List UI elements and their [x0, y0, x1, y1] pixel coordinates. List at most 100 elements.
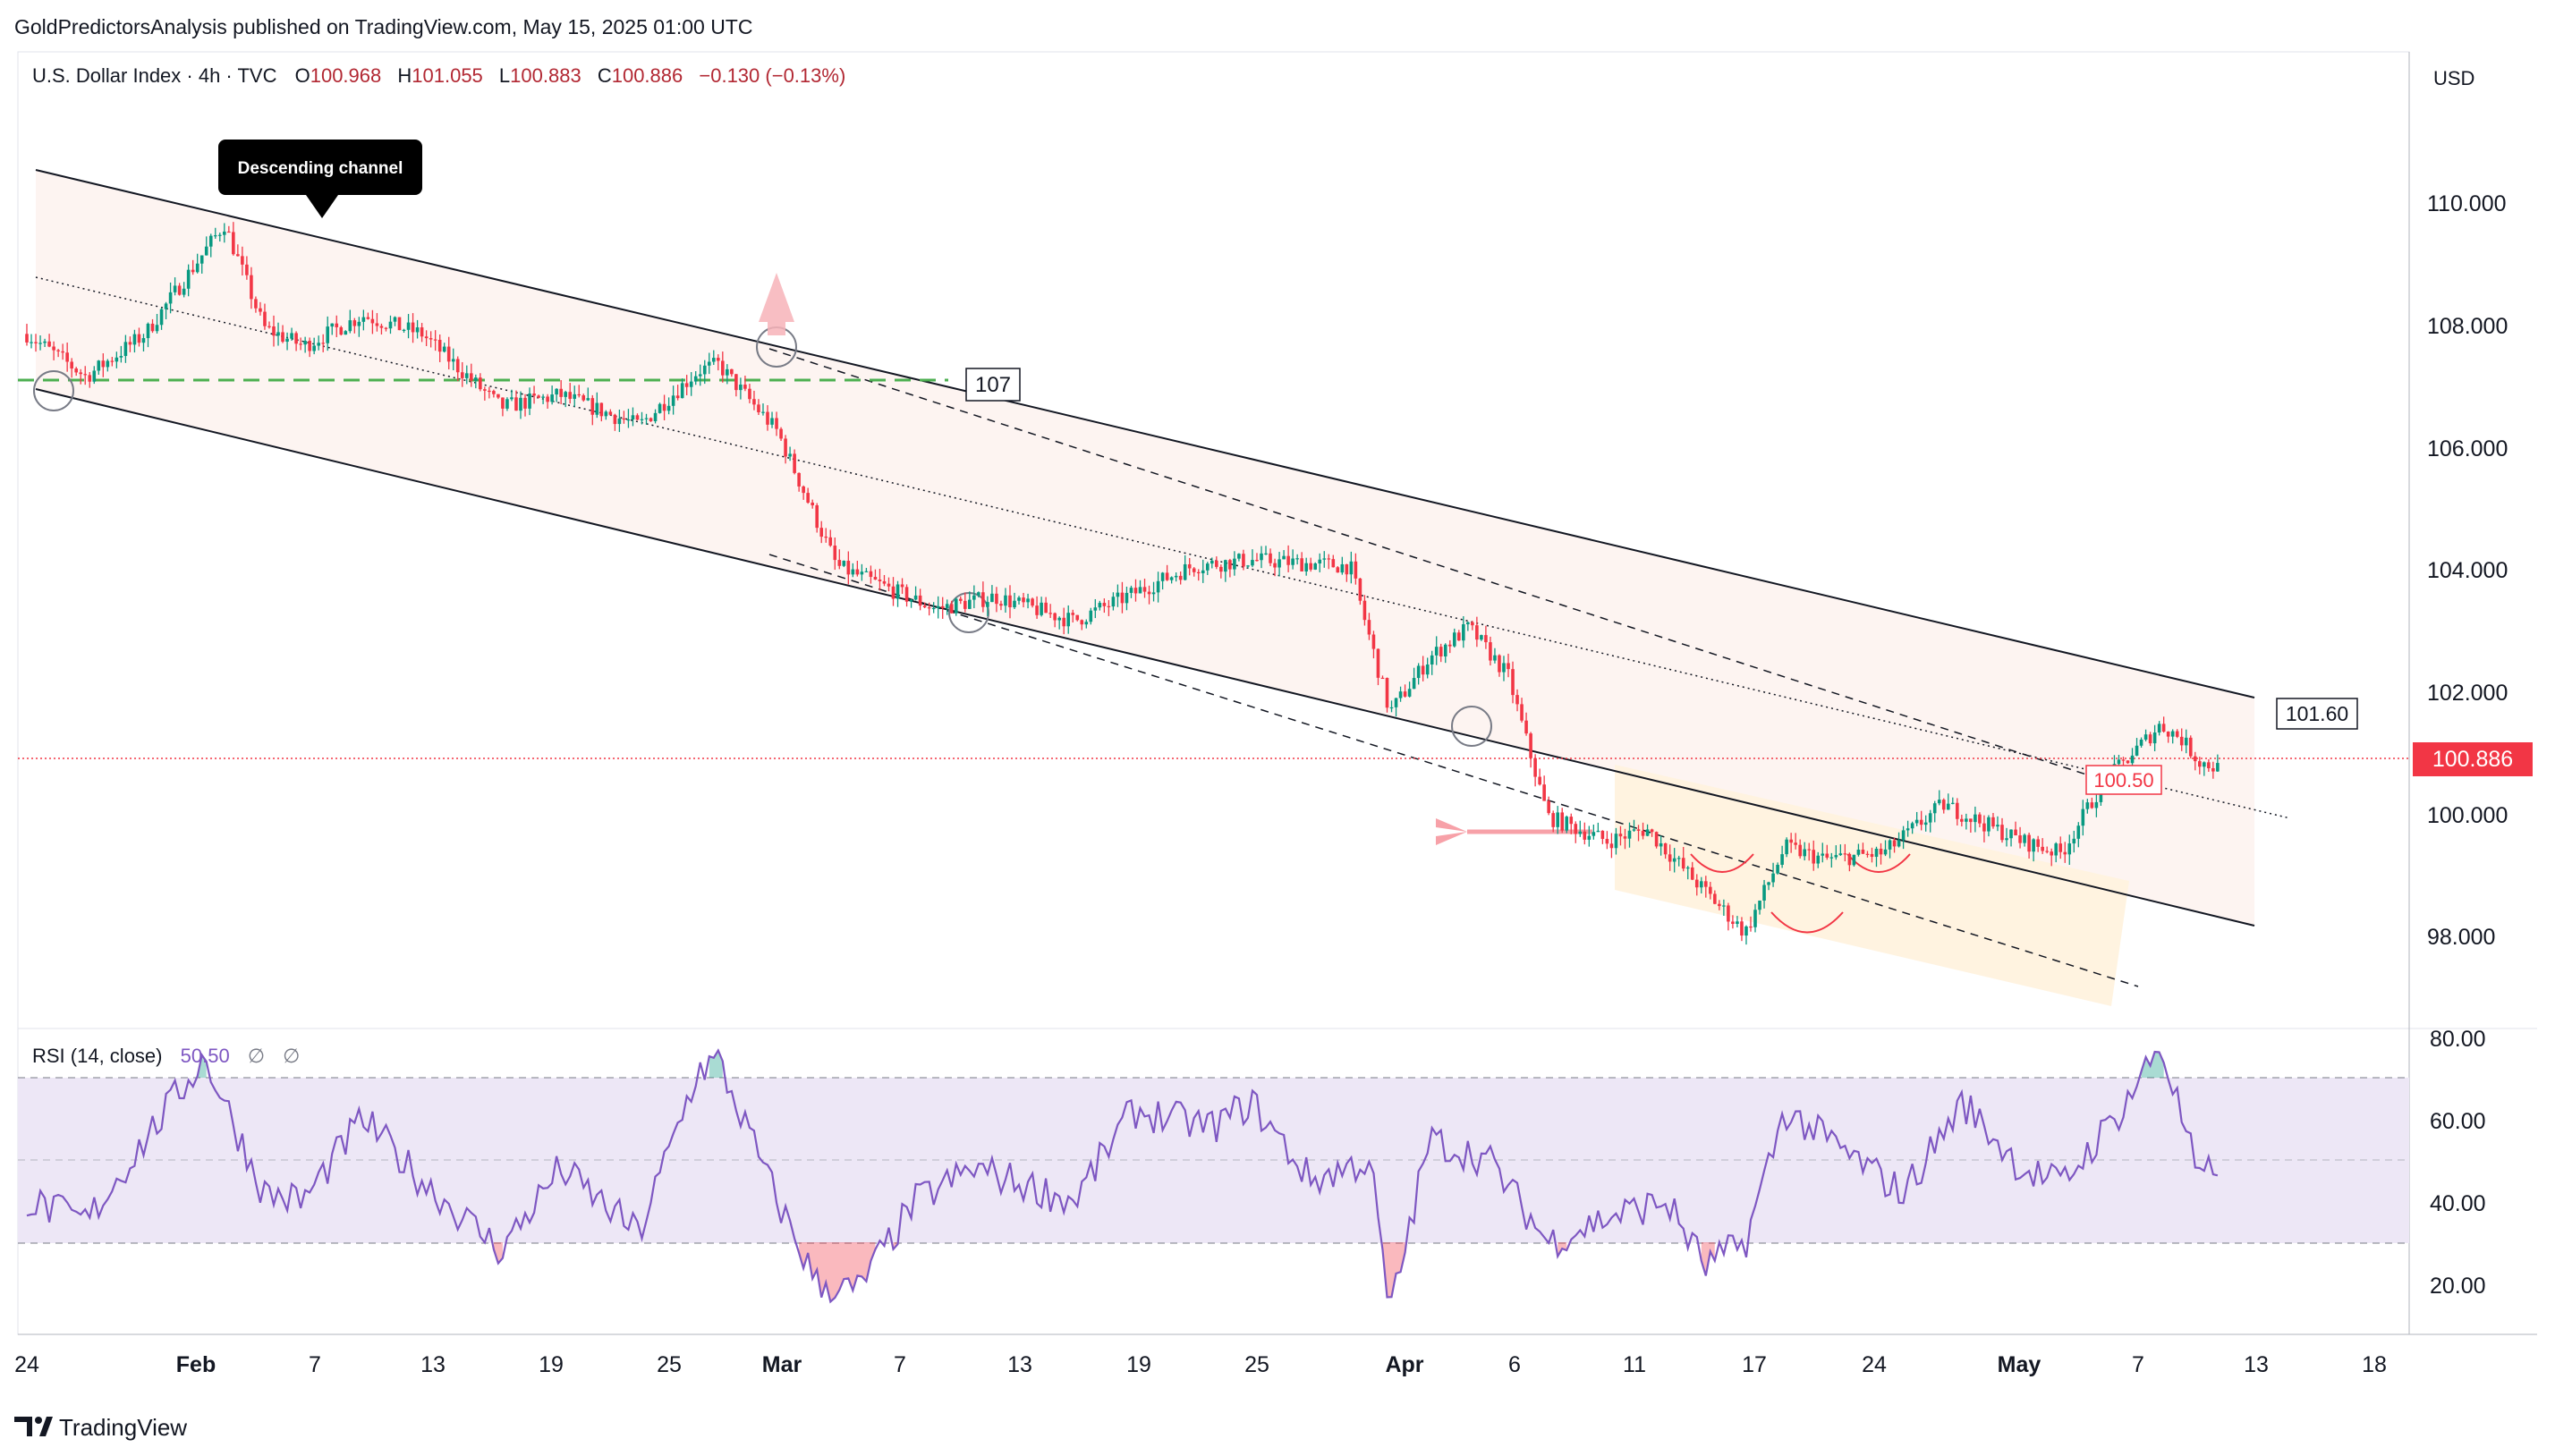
candle-body	[1865, 853, 1870, 855]
candle-body	[1318, 559, 1322, 564]
rsi-line	[26, 1048, 2219, 1304]
candle-body	[2041, 846, 2044, 851]
price-tick: 100.000	[2427, 803, 2508, 828]
rsi-axis[interactable]: 80.00 60.00 40.00 20.00	[2430, 1027, 2486, 1299]
candle-body	[2058, 843, 2063, 852]
candle-body	[1565, 817, 1569, 831]
candle-body	[1578, 831, 1583, 834]
candle-body	[1062, 617, 1065, 627]
candle-body	[1434, 647, 1439, 656]
candle-body	[833, 546, 837, 561]
candle-body	[65, 352, 69, 362]
candle-body	[1367, 620, 1371, 635]
candle-body	[1982, 823, 1986, 832]
candle-body	[770, 418, 774, 425]
candle-body	[1443, 644, 1447, 656]
candle-body	[1825, 853, 1829, 858]
rsi-tick: 20.00	[2430, 1274, 2486, 1299]
candle-body	[2009, 829, 2013, 839]
candle-body	[1816, 855, 1821, 864]
candle-body	[649, 418, 653, 421]
time-axis[interactable]: 24 Feb 7 13 19 25 Mar 7 13 19 25 Apr 6 1…	[14, 1352, 2387, 1377]
candle-body	[936, 605, 940, 608]
candle-body	[1502, 663, 1506, 673]
candle-body	[689, 381, 693, 387]
candle-body	[2198, 761, 2202, 767]
candle-body	[123, 342, 128, 357]
candle-body	[797, 472, 801, 487]
candle-body	[1187, 563, 1192, 569]
candle-body	[1663, 842, 1668, 855]
time-tick: May	[1998, 1352, 2041, 1377]
candle-body	[1398, 691, 1403, 698]
candle-body	[1233, 558, 1236, 570]
candle-body	[2067, 843, 2072, 855]
channel-upper-line	[35, 169, 2255, 698]
candle-body	[559, 388, 563, 397]
candle-body	[1951, 802, 1955, 804]
candle-body	[1713, 893, 1717, 904]
last-price-badge	[2413, 742, 2533, 776]
candle-body	[613, 414, 617, 425]
level-107-text: 107	[975, 373, 1011, 397]
candle-body	[2135, 745, 2139, 756]
candle-body	[61, 351, 64, 353]
candle-body	[1178, 575, 1183, 580]
candle-body	[411, 322, 415, 333]
candle-body	[370, 318, 375, 324]
candle-body	[1812, 850, 1816, 864]
candle-body	[1803, 849, 1806, 857]
candle-body	[793, 453, 796, 473]
candle-body	[294, 333, 298, 344]
candle-body	[1066, 613, 1071, 627]
candle-body	[1129, 588, 1133, 593]
candle-body	[927, 607, 931, 609]
candle-body	[259, 308, 262, 312]
candle-body	[217, 234, 222, 236]
candle-body	[1843, 853, 1847, 855]
candle-body	[1322, 558, 1327, 560]
rsi-label: RSI (14, close)	[32, 1045, 163, 1067]
channel-lower-line	[35, 388, 2255, 927]
time-tick: 17	[1742, 1352, 1767, 1377]
candle-body	[860, 571, 864, 575]
candle-body	[1210, 560, 1214, 564]
candle-body	[1636, 829, 1641, 831]
candle-body	[1255, 560, 1259, 562]
candle-body	[1138, 587, 1142, 594]
candle-body	[945, 604, 949, 608]
candle-body	[393, 317, 397, 322]
candle-body	[1403, 691, 1407, 697]
candle-body	[806, 493, 810, 503]
candle-body	[1349, 561, 1354, 575]
rsi-tick: 80.00	[2430, 1027, 2486, 1052]
candle-body	[1767, 882, 1770, 885]
candle-body	[97, 360, 101, 371]
candle-body	[2081, 808, 2085, 826]
candle-body	[1609, 843, 1614, 849]
candle-body	[1219, 566, 1223, 572]
rsi-extreme-fill	[1382, 1242, 1405, 1298]
candle-body	[1278, 559, 1281, 568]
candle-body	[1704, 881, 1708, 887]
candle-body	[631, 415, 635, 420]
candle-body	[1596, 830, 1600, 833]
candle-body	[1645, 829, 1650, 836]
candle-body	[455, 359, 460, 373]
callout-text: Descending channel	[238, 159, 403, 178]
time-tick: 18	[2362, 1352, 2387, 1377]
candle-body	[819, 528, 824, 538]
candle-body	[79, 372, 83, 375]
tradingview-logo[interactable]: TradingView	[14, 1414, 187, 1441]
candle-body	[1452, 632, 1456, 647]
candle-body	[918, 595, 922, 606]
candle-body	[1273, 563, 1277, 568]
candle-body	[1269, 553, 1272, 563]
candle-body	[137, 334, 141, 343]
candle-body	[1345, 563, 1349, 575]
price-axis[interactable]: USD 110.000 108.000 106.000 104.000 102.…	[2413, 67, 2533, 950]
candle-body	[1462, 624, 1465, 641]
candle-body	[802, 486, 805, 494]
candle-body	[1183, 563, 1187, 580]
